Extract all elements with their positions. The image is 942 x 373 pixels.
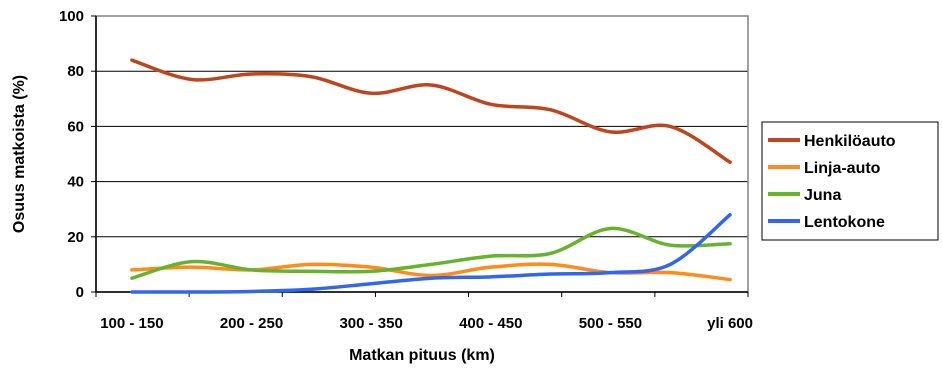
series-line-2 [130,226,732,280]
x-tick-label: 300 - 350 [339,315,402,332]
y-tick-label: 0 [76,284,84,301]
series-line-0 [130,58,732,165]
legend: Henkilöauto Linja-auto Juna Lentokone [768,133,896,231]
legend-label: Lentokone [804,214,885,231]
legend-label: Linja-auto [804,160,881,177]
legend-item: Henkilöauto [768,133,896,150]
x-tick-label: 200 - 250 [220,315,283,332]
series-lines [130,58,732,294]
y-tick-label: 60 [67,118,84,135]
y-tick-labels: 0 20 40 60 80 100 [59,8,84,301]
x-tick-label: 500 - 550 [579,315,642,332]
x-tick-label: 400 - 450 [459,315,522,332]
y-tick-label: 40 [67,174,84,191]
y-axis-title: Osuus matkoista (%) [11,75,28,233]
series-line-3 [130,212,732,294]
grid-lines [96,70,748,238]
legend-item: Linja-auto [768,160,881,177]
y-tick-label: 80 [67,63,84,80]
x-tick-label: yli 600 [707,315,753,332]
axes [91,15,749,297]
y-tick-label: 100 [59,8,84,25]
x-tick-label: 100 - 150 [100,315,163,332]
x-tick-labels: 100 - 150 200 - 250 300 - 350 400 - 450 500 … [100,315,753,332]
legend-label: Juna [804,187,841,204]
x-axis-title: Matkan pituus (km) [349,347,495,364]
legend-item: Juna [768,187,841,204]
legend-label: Henkilöauto [804,133,896,150]
legend-item: Lentokone [768,214,885,231]
y-tick-label: 20 [67,229,84,246]
plot-area-frame [95,15,749,293]
